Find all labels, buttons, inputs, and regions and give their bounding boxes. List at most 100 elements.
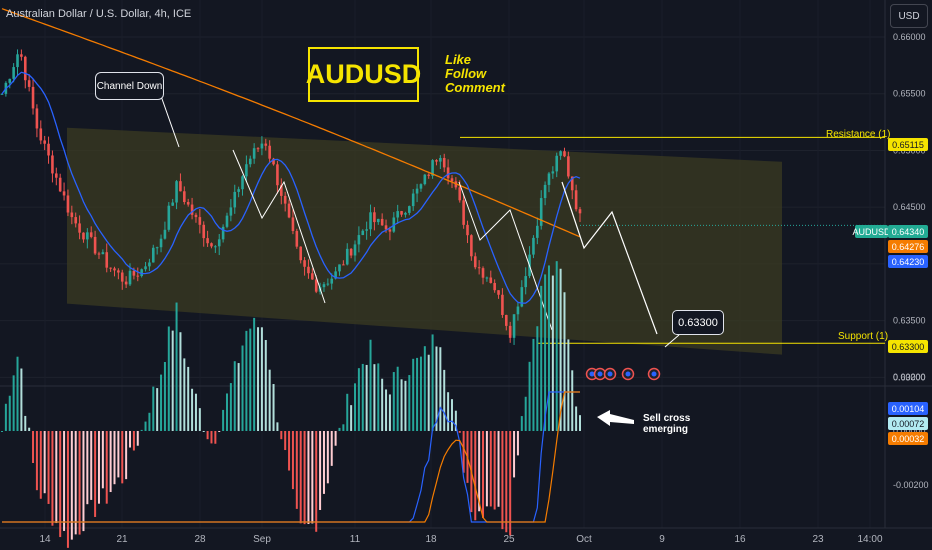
candle-body [202,224,206,239]
candle-body [353,244,357,256]
macd-histogram-bar [136,431,139,446]
candle-body [411,193,415,207]
macd-histogram-bar [307,431,310,525]
candle-body [109,267,112,269]
macd-histogram-bar [423,346,426,431]
macd-histogram-bar [435,346,438,431]
macd-histogram-bar [198,408,201,431]
macd-histogram-bar [462,431,465,473]
x-tick-label: 9 [659,534,665,545]
cta-text: Like Follow Comment [445,53,505,95]
target-callout-pointer [664,334,680,348]
macd-histogram-bar [55,431,58,524]
candle-body [559,151,562,156]
candle-body [105,252,109,268]
macd-histogram-bar [260,327,263,431]
candle-body [520,287,524,307]
macd-histogram-bar [187,366,190,431]
macd-histogram-bar [342,424,345,431]
x-tick-label: 28 [194,534,206,545]
channel-down-zone [67,127,782,355]
macd-histogram-bar [439,347,442,431]
macd-histogram-bar [140,429,143,431]
candle-body [423,174,427,185]
candle-body [159,238,163,248]
signal-line [2,391,580,523]
macd-histogram-bar [276,422,279,431]
candle-body [450,178,454,182]
candle-body [516,306,520,315]
candle-body [280,185,283,196]
title-badge: AUDUSD [306,47,421,102]
candle-body [260,143,264,149]
macd-line [2,391,580,523]
candle-body [311,273,314,280]
candle-body [272,158,275,165]
candle-body [35,108,39,129]
macd-histogram-bar [447,392,450,431]
candle-body [299,246,302,261]
macd-histogram-bar [520,416,523,431]
macd-histogram-bar [132,431,135,451]
macd-histogram-bar [202,430,205,432]
x-tick-label: Oct [576,534,592,545]
fast-moving-average [1,71,581,304]
candle-body [23,56,27,81]
macd-tick-label: 0.00200 [893,372,926,382]
macd-histogram-bar [381,378,384,431]
macd-histogram-bar [253,317,256,431]
y-tick-label: 0.64500 [893,202,926,212]
candle-body [113,268,116,271]
macd-histogram-bar [63,431,66,531]
x-tick-label: 25 [503,534,515,545]
fast-ma-tag: 0.64230 [888,255,928,268]
candle-body [489,277,493,283]
candle-body [276,164,279,186]
cta-like: Like [445,52,472,67]
candle-body [303,260,306,267]
candle-body [16,54,19,68]
candle-body [198,217,202,225]
candle-body [501,294,504,315]
macd-histogram-bar [563,292,566,431]
macd-histogram-bar [237,363,240,431]
candle-body [508,325,512,338]
candle-body [287,203,291,218]
candle-body [369,212,372,230]
macd-histogram-bar [416,357,419,431]
macd-histogram-bar [528,361,531,431]
macd-histogram-bar [493,431,496,510]
candle-body [82,232,85,240]
candle-body [256,148,260,150]
macd-histogram-bar [408,375,411,431]
candle-body [39,128,43,141]
macd-histogram-bar [431,334,434,431]
macd-histogram-bar [532,338,535,431]
macd-histogram-bar [559,268,562,431]
macd-histogram-bar [24,415,27,431]
currency-button[interactable]: USD [890,4,928,28]
macd-histogram-bar [144,421,147,431]
x-tick-label: 18 [425,534,437,545]
cta-follow: Follow [445,66,487,81]
macd-histogram-bar [419,356,422,431]
candle-body [175,181,178,203]
candle-body [179,181,182,192]
candle-body [31,86,35,109]
candle-body [380,218,384,226]
candle-body [334,271,337,279]
macd-histogram-bar [311,431,314,524]
candle-body [578,209,582,214]
candle-body [493,282,496,291]
candle-body [214,246,217,248]
support-price-tag: 0.63300 [888,340,928,353]
candle-body [439,157,442,162]
candle-body [47,143,50,156]
macd-tick-label: -0.00200 [893,480,929,490]
macd-histogram-bar [109,431,112,493]
macd-tick-label: 0.00000 [893,426,926,436]
macd-histogram-bar [365,364,368,431]
macd-histogram-bar [454,410,457,431]
x-tick-label: 14 [39,534,51,545]
